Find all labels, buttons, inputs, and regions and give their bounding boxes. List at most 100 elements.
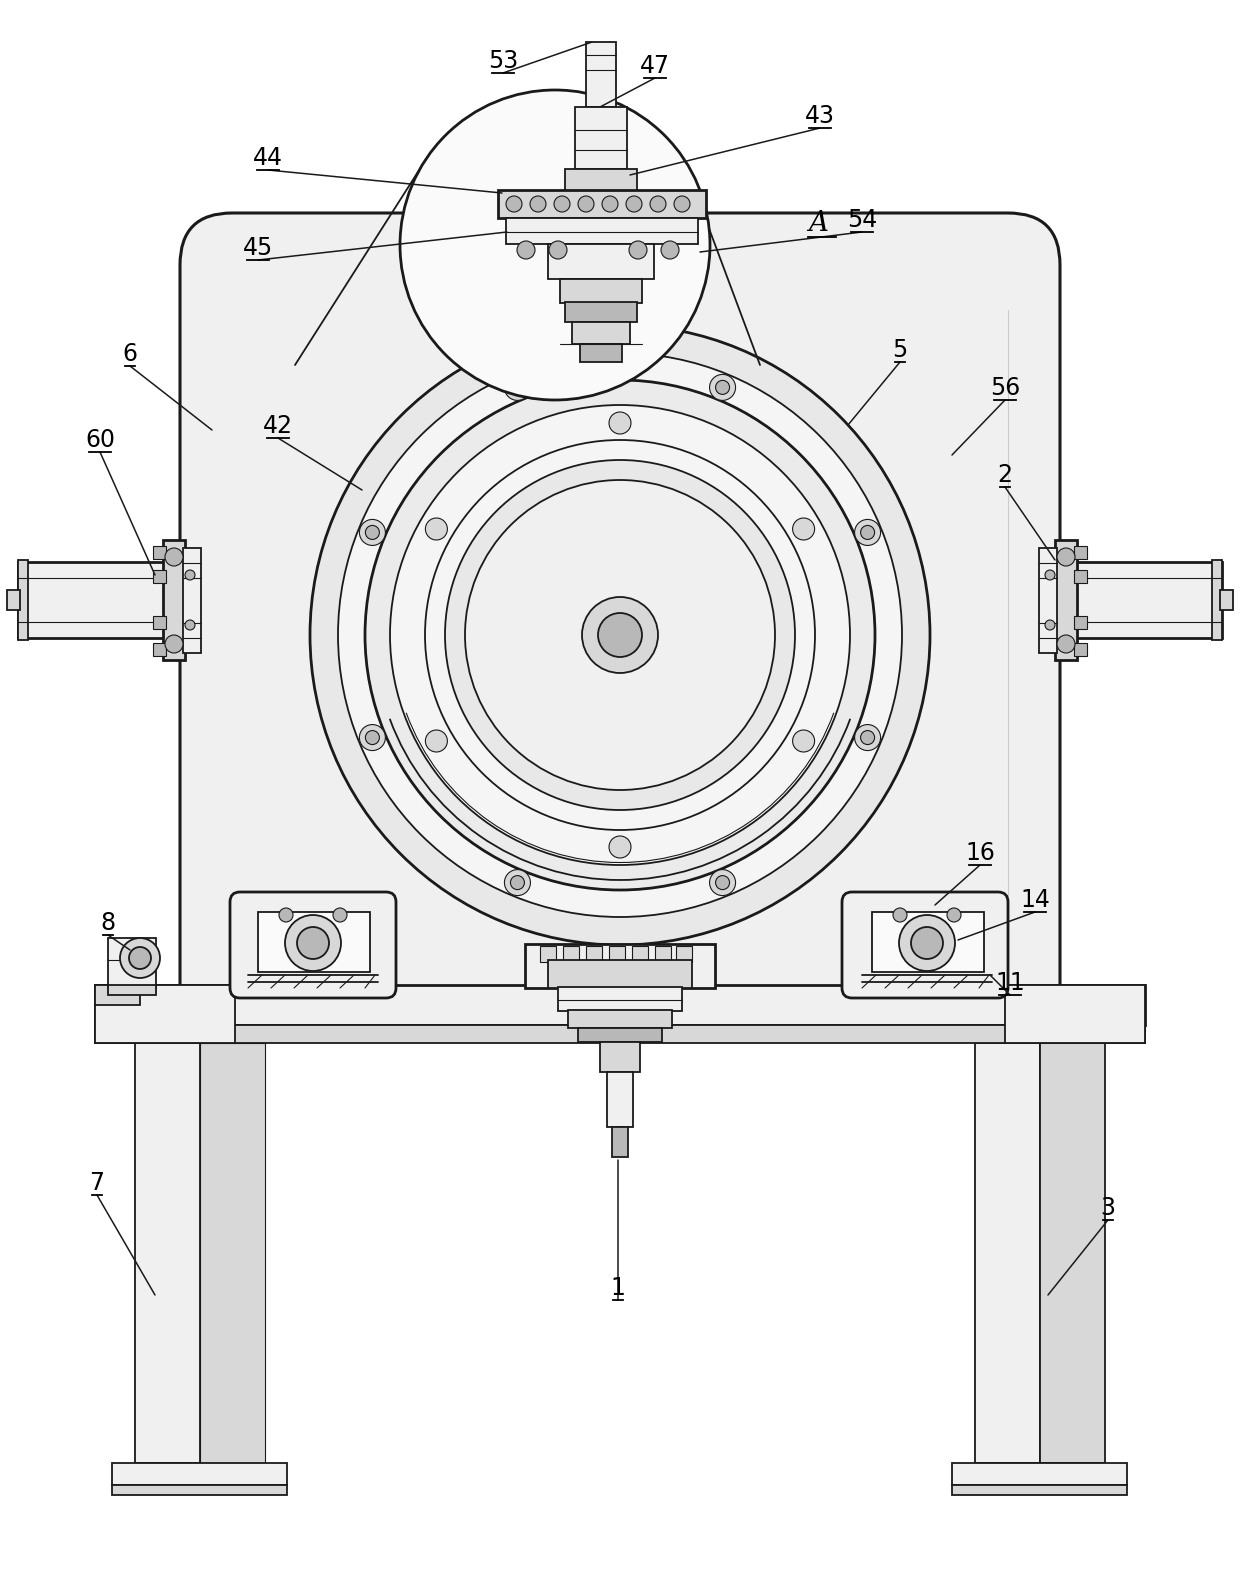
Circle shape xyxy=(854,519,880,546)
Text: 47: 47 xyxy=(640,53,670,79)
Text: 56: 56 xyxy=(990,376,1021,400)
Text: 54: 54 xyxy=(847,208,877,231)
Bar xyxy=(1074,546,1087,558)
Circle shape xyxy=(609,412,631,434)
Bar xyxy=(153,617,166,629)
Bar xyxy=(506,219,698,244)
Text: 6: 6 xyxy=(123,341,138,367)
Circle shape xyxy=(505,374,531,401)
Text: 44: 44 xyxy=(253,146,283,170)
FancyBboxPatch shape xyxy=(180,212,1060,1037)
Circle shape xyxy=(529,197,546,212)
Circle shape xyxy=(425,730,448,752)
Circle shape xyxy=(854,725,880,750)
Bar xyxy=(1039,547,1056,653)
Bar xyxy=(580,344,622,362)
Circle shape xyxy=(661,241,680,260)
Bar xyxy=(238,900,388,988)
Text: 42: 42 xyxy=(263,414,293,437)
Bar xyxy=(7,590,20,610)
Bar xyxy=(525,944,715,988)
Text: 1: 1 xyxy=(610,1276,625,1299)
Bar xyxy=(162,540,185,661)
Bar xyxy=(587,945,601,963)
Circle shape xyxy=(285,915,341,971)
Bar xyxy=(258,912,370,972)
Bar xyxy=(1074,643,1087,656)
Bar xyxy=(676,945,692,963)
Text: 3: 3 xyxy=(1101,1195,1116,1221)
Bar xyxy=(95,985,1145,1026)
Bar xyxy=(95,985,236,1043)
Circle shape xyxy=(626,197,642,212)
Circle shape xyxy=(310,326,930,945)
Bar xyxy=(608,1073,632,1126)
Circle shape xyxy=(947,908,961,922)
Bar xyxy=(560,278,642,304)
Circle shape xyxy=(893,908,906,922)
Circle shape xyxy=(517,241,534,260)
Circle shape xyxy=(582,598,658,673)
Circle shape xyxy=(650,197,666,212)
Circle shape xyxy=(401,90,711,400)
Circle shape xyxy=(1056,547,1075,566)
Circle shape xyxy=(549,241,567,260)
Circle shape xyxy=(185,620,195,631)
Circle shape xyxy=(391,404,849,865)
FancyBboxPatch shape xyxy=(229,892,396,997)
Text: 53: 53 xyxy=(487,49,518,72)
Bar xyxy=(498,190,706,219)
Text: 5: 5 xyxy=(893,338,908,362)
Circle shape xyxy=(360,519,386,546)
Bar xyxy=(563,945,579,963)
Circle shape xyxy=(554,197,570,212)
Text: 2: 2 xyxy=(997,462,1013,488)
Bar xyxy=(632,945,649,963)
Circle shape xyxy=(165,635,184,653)
Bar xyxy=(184,547,201,653)
Circle shape xyxy=(511,876,525,890)
Circle shape xyxy=(715,381,729,395)
Bar xyxy=(575,107,627,168)
Text: 43: 43 xyxy=(805,104,835,127)
Bar xyxy=(548,244,653,278)
Bar xyxy=(1211,560,1221,640)
FancyBboxPatch shape xyxy=(842,892,1008,997)
Circle shape xyxy=(1045,569,1055,580)
Circle shape xyxy=(601,197,618,212)
Circle shape xyxy=(861,525,874,540)
Circle shape xyxy=(709,374,735,401)
Circle shape xyxy=(445,459,795,810)
Circle shape xyxy=(425,440,815,831)
Circle shape xyxy=(899,915,955,971)
Bar xyxy=(1074,617,1087,629)
Bar xyxy=(952,1463,1127,1485)
Bar xyxy=(600,1041,640,1073)
Bar xyxy=(1004,985,1145,1043)
Bar xyxy=(135,1043,200,1463)
Text: 14: 14 xyxy=(1021,889,1050,912)
Text: 16: 16 xyxy=(965,842,994,865)
Circle shape xyxy=(129,947,151,969)
Circle shape xyxy=(120,938,160,978)
Text: 11: 11 xyxy=(996,971,1025,996)
Text: 60: 60 xyxy=(86,428,115,451)
Circle shape xyxy=(366,525,379,540)
Circle shape xyxy=(911,926,942,960)
Bar xyxy=(153,546,166,558)
Bar xyxy=(1055,540,1078,661)
Circle shape xyxy=(334,908,347,922)
Bar xyxy=(587,42,616,107)
Bar xyxy=(565,168,637,190)
Bar xyxy=(112,1485,286,1494)
Bar xyxy=(539,945,556,963)
Bar xyxy=(200,1043,265,1463)
Circle shape xyxy=(792,730,815,752)
Bar xyxy=(1074,562,1221,639)
Bar xyxy=(558,986,682,1011)
Circle shape xyxy=(365,381,875,890)
Circle shape xyxy=(1056,635,1075,653)
Bar xyxy=(1040,1043,1105,1463)
Circle shape xyxy=(629,241,647,260)
Bar xyxy=(1220,590,1233,610)
